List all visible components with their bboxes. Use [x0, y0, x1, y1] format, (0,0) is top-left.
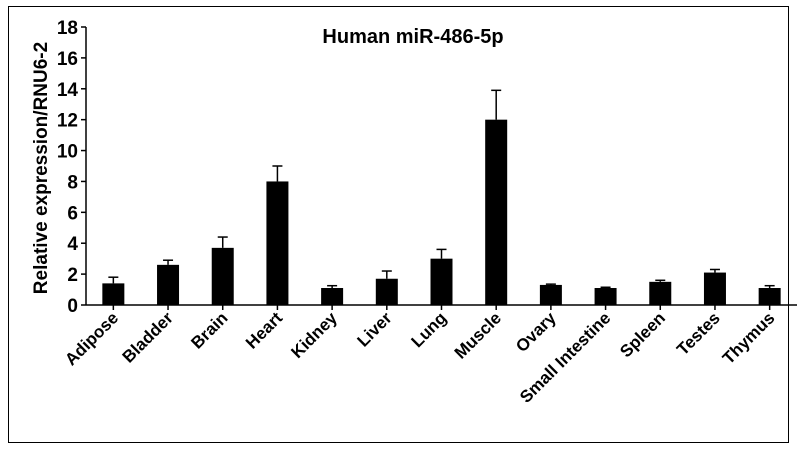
bar [266, 181, 289, 305]
bar [758, 288, 781, 305]
x-tick-label: Brain [187, 308, 231, 352]
y-tick-label: 10 [57, 142, 78, 163]
bar [539, 284, 562, 305]
y-tick-label: 18 [57, 18, 78, 39]
bar [321, 288, 344, 305]
x-tick-label: Adipose [61, 308, 122, 369]
y-tick-label: 4 [67, 234, 78, 255]
chart-frame [8, 6, 789, 443]
x-tick-label: Lung [408, 308, 451, 351]
x-tick-label: Kidney [287, 308, 341, 362]
y-tick-label: 16 [57, 49, 78, 70]
x-tick-label: Muscle [451, 308, 505, 362]
bar [102, 283, 125, 305]
x-tick-label: Testes [673, 308, 724, 359]
y-tick-label: 6 [67, 203, 78, 224]
bar [703, 272, 726, 305]
x-tick-label: Bladder [119, 308, 177, 366]
bar [375, 278, 398, 305]
bar [594, 288, 617, 305]
bar [157, 264, 180, 305]
y-axis-label: Relative expression/RNU6-2 [31, 42, 52, 294]
x-tick-label: Spleen [616, 308, 669, 361]
y-tick-label: 8 [67, 172, 78, 193]
bar [211, 247, 234, 305]
y-tick-label: 12 [57, 111, 78, 132]
y-tick-label: 14 [57, 80, 79, 101]
bar [485, 119, 508, 306]
y-tick-label: 0 [67, 296, 78, 317]
bar [430, 258, 453, 305]
x-tick-label: Heart [242, 308, 286, 352]
chart-title: Human miR-486-5p [322, 26, 503, 48]
x-tick-label: Liver [353, 308, 395, 350]
bar [649, 281, 672, 305]
y-tick-label: 2 [67, 265, 78, 286]
x-tick-label: Ovary [512, 308, 560, 356]
x-tick-label: Thymus [719, 308, 779, 368]
